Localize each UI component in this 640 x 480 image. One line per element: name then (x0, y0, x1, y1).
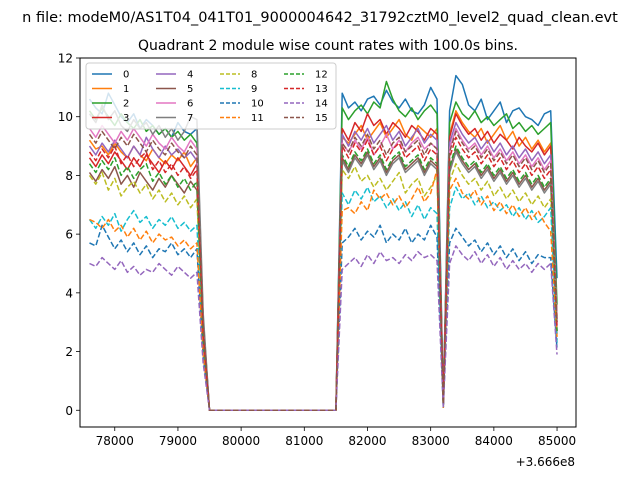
y-tick-label: 2 (65, 345, 73, 359)
legend-label-4: 4 (187, 70, 193, 81)
x-tick-label: 83000 (412, 434, 450, 448)
y-axis: 0 2 4 6 8 10 12 (58, 52, 80, 418)
y-tick-label: 12 (58, 52, 73, 66)
legend-label-13: 13 (315, 84, 328, 95)
figure-suptitle: n file: modeM0/AS1T04_041T01_9000004642_… (22, 10, 618, 26)
legend-box (85, 62, 337, 130)
legend-label-15: 15 (315, 113, 328, 124)
x-offset-label: +3.666e8 (516, 455, 575, 469)
legend-label-14: 14 (315, 99, 328, 110)
x-tick-label: 81000 (285, 434, 323, 448)
series-line-13 (88, 136, 558, 412)
x-tick-label: 80000 (222, 434, 260, 448)
y-tick-label: 0 (65, 404, 73, 418)
chart-title: Quadrant 2 module wise count rates with … (138, 38, 518, 54)
series-line-15 (88, 130, 558, 412)
x-tick-label: 84000 (475, 434, 513, 448)
series-line-8 (88, 162, 558, 412)
legend-label-11: 11 (251, 113, 264, 124)
y-tick-label: 8 (65, 169, 73, 183)
y-tick-label: 4 (65, 286, 73, 300)
legend-label-1: 1 (123, 84, 129, 95)
legend-label-8: 8 (251, 70, 257, 81)
legend-label-0: 0 (123, 70, 129, 81)
x-tick-label: 85000 (538, 434, 576, 448)
x-axis: 78000 79000 80000 81000 82000 83000 84000 85000 (96, 427, 576, 448)
x-tick-label: 82000 (348, 434, 386, 448)
series-line-11 (89, 168, 558, 412)
legend-label-5: 5 (187, 84, 193, 95)
legend-label-9: 9 (251, 84, 257, 95)
x-tick-label: 78000 (96, 434, 134, 448)
legend-label-12: 12 (315, 70, 328, 81)
y-tick-label: 10 (58, 110, 73, 124)
legend-label-6: 6 (187, 99, 193, 110)
x-tick-label: 79000 (159, 434, 197, 448)
axes-frame (79, 57, 577, 428)
legend-label-2: 2 (123, 99, 129, 110)
series-layer (88, 74, 558, 412)
y-tick-label: 6 (65, 228, 73, 242)
legend-label-3: 3 (123, 113, 129, 124)
legend-label-7: 7 (187, 113, 193, 124)
legend-label-10: 10 (251, 99, 264, 110)
